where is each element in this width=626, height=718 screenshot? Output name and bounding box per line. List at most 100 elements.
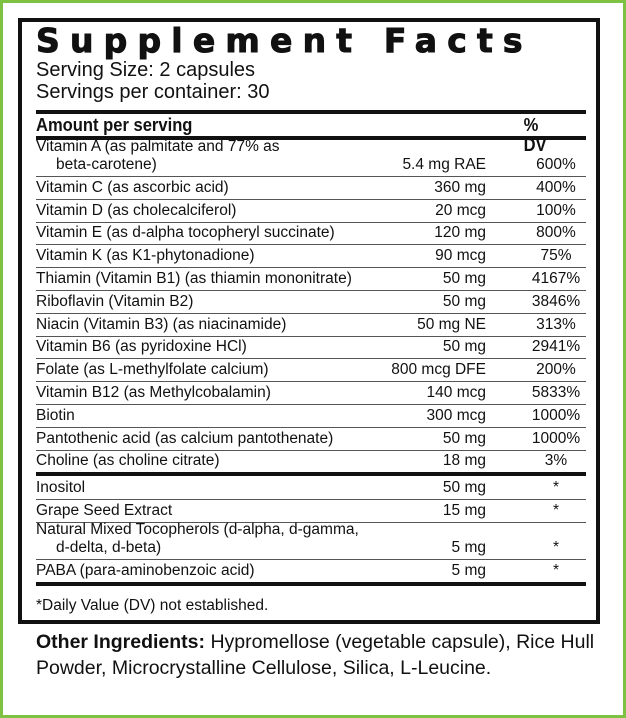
nutrient-amount: 140 mcg [426,383,486,401]
nutrient-amount: 50 mg [442,338,486,356]
divider [36,581,586,586]
other-ingredients-label: Other Ingredients: [36,631,206,653]
nutrient-name-line: Riboflavin (Vitamin B2) [36,292,194,310]
nutrient-name: Thiamin (Vitamin B1) (as thiamin mononit… [36,270,352,288]
table-row: Pantothenic acid (as calcium pantothenat… [36,428,586,451]
nutrient-amount: 300 mcg [426,406,486,424]
nutrient-name-line: Inositol [36,479,86,497]
divider [36,136,586,140]
table-row: Natural Mixed Tocopherols (d-alpha, d-ga… [36,521,586,560]
table-row: Vitamin B6 (as pyridoxine HCl) 50 mg 2941% [36,337,586,360]
nutrient-name-line: PABA (para-aminobenzoic acid) [36,561,255,579]
label-background: Supplement Facts Serving Size: 2 capsule… [3,3,623,715]
divider [36,472,586,477]
nutrient-dv: 75% [540,247,572,265]
nutrient-name-line: beta-carotene) [56,156,157,173]
nutrient-name-line: Folate (as L-methylfolate calcium) [36,361,269,379]
nutrient-name-line: Thiamin (Vitamin B1) (as thiamin mononit… [36,269,352,287]
nutrient-name-line: Vitamin C (as ascorbic acid) [36,178,229,196]
nutrient-table: Vitamin A (as palmitate and 77% as beta-c… [36,138,586,586]
nutrient-dv: 3% [544,452,568,470]
nutrient-name-line: Vitamin B6 (as pyridoxine HCl) [36,338,247,356]
nutrient-name: PABA (para-aminobenzoic acid) [36,562,255,580]
nutrient-dv: 1000% [531,429,581,447]
table-row: Grape Seed Extract 15 mg * [36,500,586,523]
nutrient-amount: 5 mg [451,538,486,556]
nutrient-name: Vitamin E (as d-alpha tocopheryl succina… [36,224,335,242]
nutrient-amount: 360 mg [434,178,486,196]
nutrient-name-line: Vitamin K (as K1-phytonadione) [36,247,255,265]
divider [36,110,586,114]
supplement-facts-panel: Supplement Facts Serving Size: 2 capsule… [18,18,600,624]
nutrient-name: Biotin [36,407,75,425]
nutrient-dv: 200% [536,361,576,379]
nutrient-name-line: Biotin [36,406,75,424]
nutrient-name-line: d-delta, d-beta) [56,538,162,556]
nutrient-name-line: Pantothenic acid (as calcium pantothenat… [36,429,334,447]
nutrient-name: Natural Mixed Tocopherols (d-alpha, d-ga… [36,521,359,557]
servings-per-container: Servings per container: 30 [36,81,270,103]
nutrient-amount: 18 mg [442,452,486,470]
table-row: Inositol 50 mg * [36,477,586,501]
nutrient-name: Vitamin D (as cholecalciferol) [36,202,236,220]
dv-header: % DV [523,115,547,155]
table-row: Folate (as L-methylfolate calcium) 800 mc… [36,359,586,383]
nutrient-name-line: Vitamin B12 (as Methylcobalamin) [36,383,271,401]
nutrient-amount: 120 mg [434,224,486,242]
nutrient-amount: 50 mg [442,479,486,497]
nutrient-name: Folate (as L-methylfolate calcium) [36,361,269,379]
table-row: Riboflavin (Vitamin B2) 50 mg 3846% [36,291,586,314]
nutrient-dv: 3846% [531,292,581,310]
nutrient-name: Choline (as choline citrate) [36,452,220,470]
nutrient-amount: 5 mg [451,561,486,579]
amount-header: Amount per serving [36,115,193,135]
column-header: Amount per serving % DV [36,115,547,155]
nutrient-amount: 50 mg NE [417,315,486,333]
nutrient-name-line: Vitamin A (as palmitate and 77% as [36,138,280,155]
nutrient-dv: * [552,479,560,497]
table-row: Vitamin A (as palmitate and 77% as beta-c… [36,138,586,177]
nutrient-name: Vitamin B12 (as Methylcobalamin) [36,384,271,402]
serving-size: Serving Size: 2 capsules [36,59,256,81]
nutrient-amount: 50 mg [442,269,486,287]
nutrient-name: Niacin (Vitamin B3) (as niacinamide) [36,316,286,334]
table-row: Choline (as choline citrate) 18 mg 3% [36,451,586,473]
nutrient-dv: 2941% [531,338,581,356]
table-row: Vitamin E (as d-alpha tocopheryl succina… [36,223,586,246]
table-row: Vitamin C (as ascorbic acid) 360 mg 400% [36,177,586,200]
nutrient-dv: 600% [536,156,576,173]
nutrient-dv: * [552,501,560,519]
nutrient-amount: 20 mcg [435,201,486,219]
other-ingredients: Other Ingredients: Hypromellose (vegetab… [36,630,616,681]
table-row: Niacin (Vitamin B3) (as niacinamide) 50 m… [36,314,586,337]
table-row: Biotin 300 mcg 1000% [36,405,586,428]
table-row: Thiamin (Vitamin B1) (as thiamin mononit… [36,268,586,291]
nutrient-name-line: Vitamin E (as d-alpha tocopheryl succina… [36,224,335,242]
other-ingredients-text: Hypromellose (vegetable capsule), Rice H… [36,631,595,679]
nutrient-dv: 313% [536,315,576,333]
nutrient-amount: 90 mcg [435,247,486,265]
table-row: PABA (para-aminobenzoic acid) 5 mg * [36,560,586,582]
nutrient-name: Vitamin K (as K1-phytonadione) [36,247,255,265]
nutrient-dv: 800% [536,224,576,242]
nutrient-name: Riboflavin (Vitamin B2) [36,293,193,311]
nutrient-name: Vitamin C (as ascorbic acid) [36,179,229,197]
nutrient-amount: 50 mg [442,429,486,447]
nutrient-dv: * [552,538,560,556]
table-row: Vitamin B12 (as Methylcobalamin) 140 mcg 5… [36,382,586,405]
nutrient-amount: 15 mg [442,501,486,519]
nutrient-amount: 800 mcg DFE [391,361,486,379]
nutrient-name: Grape Seed Extract [36,502,172,520]
nutrient-dv: 100% [536,201,576,219]
nutrient-name: Vitamin B6 (as pyridoxine HCl) [36,338,247,356]
nutrient-name-line: Vitamin D (as cholecalciferol) [36,201,237,219]
table-row: Vitamin D (as cholecalciferol) 20 mcg 100% [36,200,586,223]
nutrient-name-line: Choline (as choline citrate) [36,452,220,470]
nutrient-dv: 400% [536,178,576,196]
nutrient-name: Vitamin A (as palmitate and 77% as beta-c… [36,138,280,174]
nutrient-name: Pantothenic acid (as calcium pantothenat… [36,430,333,448]
nutrient-dv: 4167% [531,269,581,287]
panel-title: Supplement Facts [36,21,533,60]
nutrient-name-line: Niacin (Vitamin B3) (as niacinamide) [36,315,287,333]
nutrient-name: Inositol [36,479,85,497]
